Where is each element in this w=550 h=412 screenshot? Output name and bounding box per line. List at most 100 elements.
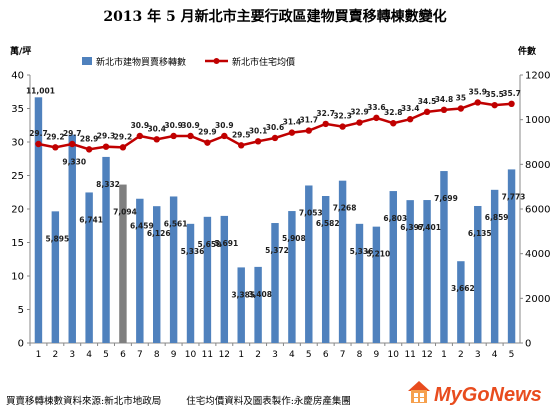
- line-data-label: 32.8: [384, 108, 403, 117]
- line-point: [373, 114, 380, 122]
- line-point: [35, 140, 42, 148]
- bar-data-label: 7,094: [113, 208, 137, 217]
- bar: [338, 180, 347, 343]
- line-data-label: 35: [456, 94, 466, 103]
- x-tick-label: 3: [69, 350, 75, 360]
- line-data-label: 30.9: [181, 121, 200, 130]
- x-tick-label: 3: [475, 350, 481, 360]
- x-tick-label: 11: [202, 350, 213, 360]
- bar: [203, 216, 212, 343]
- y-tick-label-right: 10000: [525, 115, 550, 126]
- line-data-label: 30.4: [147, 124, 166, 133]
- y-tick-label-left: 5: [18, 305, 24, 316]
- bar-data-label: 9,330: [62, 158, 86, 167]
- line-point: [440, 106, 448, 114]
- y-tick-label-right: 12000: [525, 71, 550, 82]
- footer-source-left: 買賣移轉棟數資料來源:新北市地政局: [6, 396, 162, 407]
- y-tick-label-left: 15: [11, 238, 24, 249]
- line-point: [474, 99, 481, 106]
- bar: [271, 223, 279, 343]
- line-data-label: 32.3: [333, 112, 352, 121]
- bar: [372, 226, 381, 343]
- x-tick-label: 2: [52, 350, 58, 360]
- x-tick-label: 8: [154, 350, 160, 360]
- y-tick-label-left: 40: [11, 71, 24, 82]
- footer-source-right: 住宅均價資料及圖表製作:永慶房產集團: [186, 396, 351, 407]
- bar: [457, 261, 465, 343]
- y-tick-label-right: 8000: [525, 160, 550, 171]
- x-tick-label: 4: [289, 350, 295, 360]
- bar-data-label: 8,332: [96, 180, 120, 189]
- bar-data-label: 7,699: [434, 194, 458, 203]
- x-tick-label: 9: [374, 350, 380, 360]
- bar-data-label: 5,210: [367, 250, 391, 259]
- footer: 買賣移轉棟數資料來源:新北市地政局 住宅均價資料及圖表製作:永慶房產集團: [6, 393, 373, 407]
- line-data-label: 33.4: [401, 104, 420, 113]
- bar-data-label: 6,561: [164, 219, 188, 228]
- line-data-label: 28.9: [80, 134, 99, 143]
- x-tick-label: 7: [340, 350, 346, 360]
- bar: [34, 97, 43, 343]
- line-point: [457, 105, 465, 112]
- line-data-label: 29.2: [46, 132, 65, 141]
- bar-data-label: 6,126: [147, 229, 171, 238]
- line-point: [238, 142, 245, 149]
- bar: [186, 223, 195, 343]
- line-data-label: 32.7: [316, 109, 335, 118]
- line-point: [153, 136, 160, 143]
- bar: [474, 205, 482, 343]
- line-data-label: 30.9: [131, 121, 150, 130]
- line-data-label: 29.3: [97, 132, 116, 141]
- bar-data-label: 6,459: [130, 222, 154, 231]
- left-axis-label: 萬/坪: [10, 47, 32, 57]
- bar-data-label: 5,691: [214, 239, 238, 248]
- legend-line-label: 新北市住宅均價: [232, 56, 295, 68]
- bar: [85, 192, 93, 343]
- line-data-label: 34.8: [435, 95, 454, 104]
- legend-bar-label: 新北市建物買賣移轉數: [96, 56, 186, 68]
- line-point: [204, 139, 211, 146]
- line-data-label: 30.6: [266, 123, 285, 132]
- bar: [440, 171, 448, 343]
- bar-data-label: 5,336: [181, 247, 205, 256]
- line-data-label: 35.5: [485, 90, 504, 99]
- bar-data-label: 6,397: [400, 223, 424, 232]
- bar: [237, 267, 245, 343]
- bar-data-label: 6,741: [79, 215, 103, 224]
- line-point: [322, 120, 329, 128]
- bar: [305, 185, 313, 343]
- y-tick-label-right: 2000: [525, 294, 550, 305]
- bar: [119, 184, 127, 343]
- line-point: [288, 129, 296, 136]
- bar: [153, 206, 161, 343]
- bar-data-label: 7,268: [333, 204, 357, 213]
- x-tick-label: 10: [388, 350, 400, 360]
- line-point: [52, 144, 59, 151]
- bar: [220, 215, 229, 343]
- bar: [288, 211, 296, 343]
- x-tick-label: 5: [306, 350, 312, 360]
- chart-canvas: 0510152025303540020004000600080001000012…: [11, 56, 550, 360]
- bar-data-label: 7,773: [502, 192, 526, 201]
- x-tick-label: 11: [404, 350, 415, 360]
- y-tick-label-right: 0: [525, 339, 531, 350]
- bar: [355, 223, 364, 343]
- bar-data-label: 7,053: [299, 208, 323, 217]
- line-data-label: 29.7: [29, 129, 48, 138]
- bar-data-label: 6,401: [417, 223, 441, 232]
- x-tick-label: 1: [238, 350, 244, 360]
- line-point: [170, 132, 177, 140]
- y-tick-label-left: 30: [11, 138, 24, 149]
- line-data-label: 34.5: [418, 97, 437, 106]
- x-tick-label: 2: [255, 350, 261, 360]
- bar: [169, 196, 178, 343]
- line-data-label: 35.7: [502, 89, 521, 98]
- line-data-label: 35.9: [469, 87, 488, 96]
- bar-data-label: 5,372: [265, 246, 289, 255]
- line-point: [305, 127, 312, 134]
- bar: [321, 196, 330, 343]
- line-point: [356, 119, 363, 126]
- legend-line-marker: [213, 58, 220, 64]
- bar: [423, 200, 431, 343]
- line-data-label: 30.1: [249, 126, 268, 135]
